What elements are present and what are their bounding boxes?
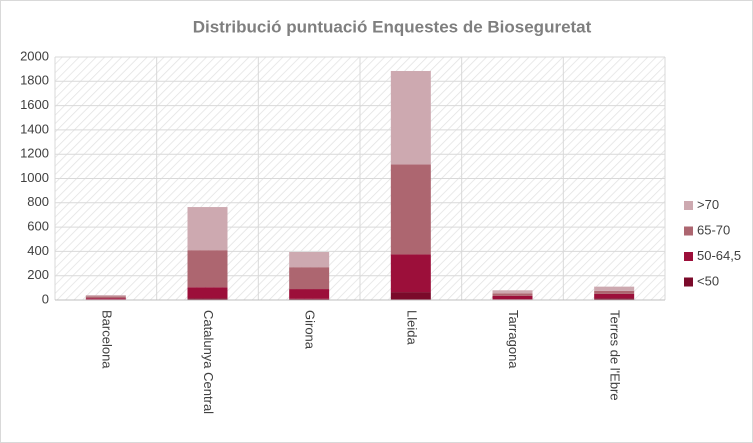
bar-segment	[289, 298, 330, 300]
bar-segment	[187, 250, 228, 288]
x-tick-label: Girona	[303, 310, 318, 350]
bar-segment	[594, 293, 635, 299]
bar-segment	[492, 295, 533, 300]
bar-segment	[594, 298, 635, 300]
legend-swatch	[684, 252, 693, 261]
y-tick-label: 1200	[20, 146, 49, 161]
y-tick-label: 1400	[20, 121, 49, 136]
bar-segment	[390, 254, 431, 293]
legend-swatch	[684, 201, 693, 210]
y-tick-label: 1000	[20, 170, 49, 185]
legend-swatch	[684, 277, 693, 287]
bar-segment	[594, 286, 635, 291]
bar-segment	[85, 295, 126, 297]
bar-segment	[289, 252, 330, 268]
bar-segment	[85, 298, 126, 300]
bar-segment	[289, 289, 330, 299]
x-tick-label: Terres de l'Ebre	[608, 310, 623, 401]
bar-segment	[390, 164, 431, 255]
bar-segment	[187, 287, 228, 299]
x-tick-label: Barcelona	[99, 310, 114, 369]
legend-label: >70	[697, 197, 719, 212]
x-tick-label: Tarragona	[506, 310, 521, 369]
bar-segment	[390, 70, 431, 165]
y-tick-label: 2000	[20, 48, 49, 63]
bar-segment	[187, 207, 228, 251]
bar-segment	[289, 267, 330, 290]
bar-segment	[187, 298, 228, 300]
legend-label: 50-64,5	[697, 248, 741, 263]
bar-segment	[390, 292, 431, 300]
bar-segment	[594, 290, 635, 294]
y-tick-label: 400	[27, 243, 49, 258]
bar-segment	[492, 290, 533, 294]
legend-label: <50	[697, 273, 719, 288]
y-tick-label: 1600	[20, 97, 49, 112]
legend-label: 65-70	[697, 222, 730, 237]
y-tick-label: 0	[42, 291, 49, 306]
x-tick-label: Lleida	[404, 310, 419, 345]
legend-swatch	[684, 226, 693, 236]
y-tick-label: 800	[27, 194, 49, 209]
y-tick-label: 600	[27, 219, 49, 234]
chart-title: Distribució puntuació Enquestes de Biose…	[193, 17, 592, 36]
y-tick-label: 200	[27, 267, 49, 282]
bar-segment	[492, 293, 533, 296]
bar-segment	[85, 296, 126, 299]
x-tick-label: Catalunya Central	[201, 310, 216, 414]
y-tick-label: 1800	[20, 73, 49, 88]
